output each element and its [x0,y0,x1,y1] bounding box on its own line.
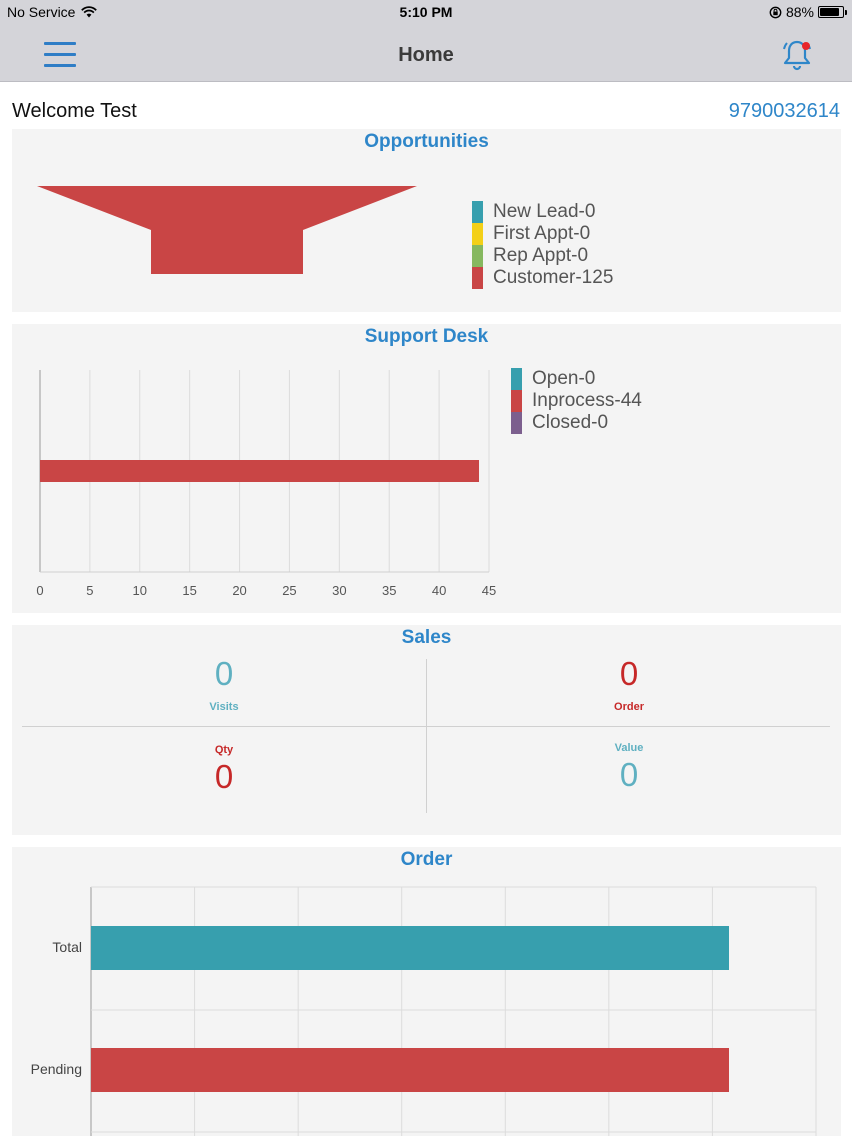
legend-label: Inprocess-44 [532,390,642,411]
battery-fill [820,8,840,16]
legend-item: Closed-0 [511,412,642,434]
status-time: 5:10 PM [399,4,453,20]
visits-value: 0 [214,655,234,692]
navigation-bar: Home [0,24,852,82]
bar-pending [91,1048,729,1092]
x-tick-label: 10 [132,583,147,598]
visits-label: Visits [209,701,239,713]
notification-dot [802,42,810,50]
sales-divider-vertical [426,659,427,813]
legend-label: First Appt-0 [493,223,591,244]
legend-item: New Lead-0 [472,201,613,223]
x-tick-label: 35 [381,583,397,598]
legend-label: Open-0 [532,368,596,389]
y-category-label: Pending [30,1061,82,1077]
battery-icon [818,6,847,18]
battery-percent: 88% [785,4,814,20]
opportunities-card: Opportunities New Lead-0 First Appt-0 Re… [12,129,841,312]
carrier-label: No Service [7,4,76,20]
support-desk-legend: Open-0 Inprocess-44 Closed-0 [511,368,642,434]
legend-swatch [511,390,522,412]
opportunities-title: Opportunities [364,131,489,152]
status-right: 88% [769,4,847,20]
hamburger-menu-icon[interactable] [42,42,78,68]
sales-cell-qty[interactable]: Qty 0 [22,744,426,796]
bar-inprocess [40,460,480,482]
rotation-lock-icon [769,6,782,18]
funnel-segment-customer [37,186,417,274]
value-label: Value [614,742,644,754]
legend-item: Inprocess-44 [511,390,642,412]
opportunities-funnel-chart [37,186,417,274]
x-tick-label: 25 [282,583,297,598]
support-desk-bar-chart [39,370,490,573]
value-value: 0 [619,756,639,793]
status-left: No Service [7,4,98,20]
qty-value: 0 [214,758,234,795]
order-label: Order [614,701,644,713]
legend-swatch [511,368,522,390]
legend-swatch [472,223,483,245]
order-card: Order Total Pending [12,847,841,1136]
sales-divider-horizontal [22,726,830,727]
order-value: 0 [619,655,639,692]
order-title: Order [400,849,453,870]
x-tick-label: 0 [36,583,44,598]
x-tick-label: 5 [86,583,94,598]
bar-total [91,926,729,970]
support-desk-title: Support Desk [364,326,489,347]
x-tick-label: 40 [431,583,447,598]
welcome-text: Welcome Test [12,100,137,122]
legend-label: Customer-125 [493,267,614,288]
wifi-icon [81,6,98,18]
legend-swatch [472,201,483,223]
x-tick-label: 15 [182,583,197,598]
legend-label: New Lead-0 [493,201,596,222]
sales-title: Sales [401,627,452,648]
order-bar-chart [90,886,817,1136]
opportunities-legend: New Lead-0 First Appt-0 Rep Appt-0 Custo… [472,201,613,289]
legend-item: First Appt-0 [472,223,613,245]
legend-item: Open-0 [511,368,642,390]
legend-swatch [472,267,483,289]
sales-cell-order[interactable]: 0 Order [427,655,831,713]
legend-item: Customer-125 [472,267,613,289]
legend-label: Closed-0 [532,412,609,433]
sales-card: Sales 0 Visits 0 Order Qty 0 Value 0 [12,625,841,835]
legend-item: Rep Appt-0 [472,245,613,267]
x-tick-label: 45 [481,583,497,598]
x-tick-label: 20 [232,583,247,598]
sales-cell-value[interactable]: Value 0 [427,742,831,794]
bell-icon[interactable] [780,38,814,72]
legend-swatch [472,245,483,267]
legend-label: Rep Appt-0 [493,245,589,266]
legend-swatch [511,412,522,434]
page-title: Home [398,44,454,66]
phone-link[interactable]: 9790032614 [728,100,840,122]
x-tick-label: 30 [332,583,347,598]
qty-label: Qty [214,744,234,756]
y-category-label: Total [52,939,82,955]
status-bar: No Service 5:10 PM 88% [0,0,852,24]
support-desk-card: Support Desk Open-0 Inprocess-44 Closed-… [12,324,841,613]
sales-cell-visits[interactable]: 0 Visits [22,655,426,713]
